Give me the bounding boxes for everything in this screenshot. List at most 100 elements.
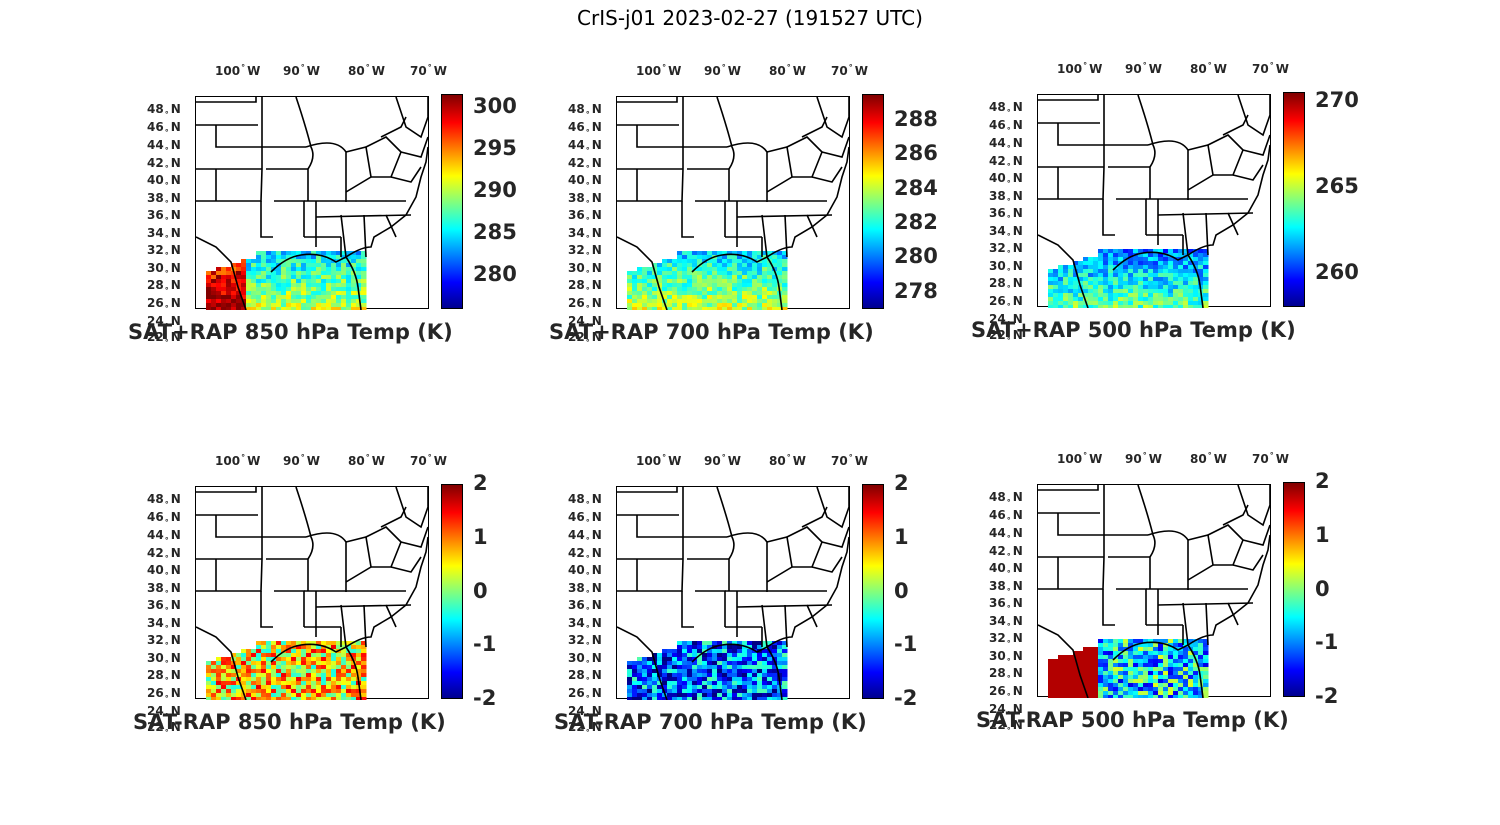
swath-pixel xyxy=(361,251,367,256)
swath-pixel xyxy=(276,275,282,280)
swath-pixel xyxy=(1068,281,1074,286)
swath-pixel xyxy=(296,693,302,698)
swath-pixel xyxy=(1143,687,1149,692)
swath-pixel xyxy=(296,291,302,296)
swath-pixel xyxy=(241,279,247,284)
swath-pixel xyxy=(717,283,723,288)
swath-pixel xyxy=(1123,639,1129,644)
swath-pixel xyxy=(341,657,347,662)
swath-pixel xyxy=(286,649,292,654)
swath-pixel xyxy=(1133,289,1139,294)
swath-pixel xyxy=(637,303,643,308)
swath-pixel xyxy=(1078,687,1084,692)
swath-pixel xyxy=(702,255,708,260)
swath-pixel xyxy=(1068,683,1074,688)
swath-pixel xyxy=(1088,675,1094,680)
swath-pixel xyxy=(1058,663,1064,668)
swath-pixel xyxy=(211,661,217,666)
swath-pixel xyxy=(351,255,357,260)
swath-pixel xyxy=(1088,663,1094,668)
swath-pixel xyxy=(742,267,748,272)
swath-pixel xyxy=(637,685,643,690)
swath-pixel xyxy=(216,669,222,674)
swath-pixel xyxy=(211,271,217,276)
swath-pixel xyxy=(1138,301,1144,306)
swath-pixel xyxy=(331,267,337,272)
swath-pixel xyxy=(1088,683,1094,688)
swath-pixel xyxy=(1108,305,1114,310)
swath-pixel xyxy=(331,299,337,304)
swath-pixel xyxy=(336,689,342,694)
swath-pixel xyxy=(286,263,292,268)
swath-pixel xyxy=(737,255,743,260)
swath-pixel xyxy=(261,697,267,702)
swath-pixel xyxy=(702,295,708,300)
swath-pixel xyxy=(1053,289,1059,294)
swath-pixel xyxy=(722,677,728,682)
swath-pixel xyxy=(246,299,252,304)
swath-pixel xyxy=(281,645,287,650)
swath-pixel xyxy=(306,299,312,304)
swath-pixel xyxy=(216,283,222,288)
swath-pixel xyxy=(1183,667,1189,672)
swath-pixel xyxy=(717,295,723,300)
swath-pixel xyxy=(236,303,242,308)
swath-pixel xyxy=(687,287,693,292)
swath-pixel xyxy=(1158,261,1164,266)
swath-pixel xyxy=(1203,659,1209,664)
swath-pixel xyxy=(1158,643,1164,648)
swath-pixel xyxy=(1198,269,1204,274)
swath-pixel xyxy=(1148,265,1154,270)
swath-pixel xyxy=(266,657,272,662)
swath-pixel xyxy=(677,697,683,702)
colorbar-tick-label: 282 xyxy=(894,210,938,234)
swath-pixel xyxy=(697,275,703,280)
lat-tick-label: 46° N xyxy=(568,510,602,527)
lat-tick-label: 22° N xyxy=(147,330,181,347)
colorbar xyxy=(441,94,463,309)
swath-pixel xyxy=(1063,285,1069,290)
swath-pixel xyxy=(712,283,718,288)
swath-pixel xyxy=(752,665,758,670)
swath-pixel xyxy=(1168,285,1174,290)
swath-pixel xyxy=(266,275,272,280)
swath-pixel xyxy=(782,697,788,702)
swath-pixel xyxy=(216,693,222,698)
swath-pixel xyxy=(346,653,352,658)
swath-pixel xyxy=(742,307,748,312)
swath-pixel xyxy=(687,299,693,304)
lon-tick-label: 80° W xyxy=(1190,451,1227,466)
swath-pixel xyxy=(306,649,312,654)
swath-pixel xyxy=(1088,691,1094,696)
swath-pixel xyxy=(311,259,317,264)
map-svg xyxy=(616,486,850,702)
swath-pixel xyxy=(757,661,763,666)
swath-pixel xyxy=(206,271,212,276)
swath-pixel xyxy=(206,307,212,312)
swath-pixel xyxy=(772,669,778,674)
swath-pixel xyxy=(697,259,703,264)
swath-pixel xyxy=(737,677,743,682)
swath-pixel xyxy=(1108,265,1114,270)
swath-pixel xyxy=(266,299,272,304)
swath-pixel xyxy=(1063,671,1069,676)
swath-pixel xyxy=(682,255,688,260)
swath-pixel xyxy=(1168,663,1174,668)
swath-pixel xyxy=(692,673,698,678)
colorbar-tick-label: 288 xyxy=(894,106,938,131)
swath-pixel xyxy=(697,669,703,674)
swath-pixel xyxy=(1163,281,1169,286)
swath-pixel xyxy=(737,259,743,264)
swath-pixel xyxy=(236,299,242,304)
swath-pixel xyxy=(757,681,763,686)
swath-pixel xyxy=(737,681,743,686)
swath-pixel xyxy=(346,255,352,260)
lat-tick-label: 48° N xyxy=(147,102,181,119)
swath-pixel xyxy=(301,283,307,288)
swath-pixel xyxy=(351,653,357,658)
swath-pixel xyxy=(291,649,297,654)
swath-pixel xyxy=(1153,273,1159,278)
swath-pixel xyxy=(321,669,327,674)
swath-pixel xyxy=(1193,667,1199,672)
swath-pixel xyxy=(1168,651,1174,656)
